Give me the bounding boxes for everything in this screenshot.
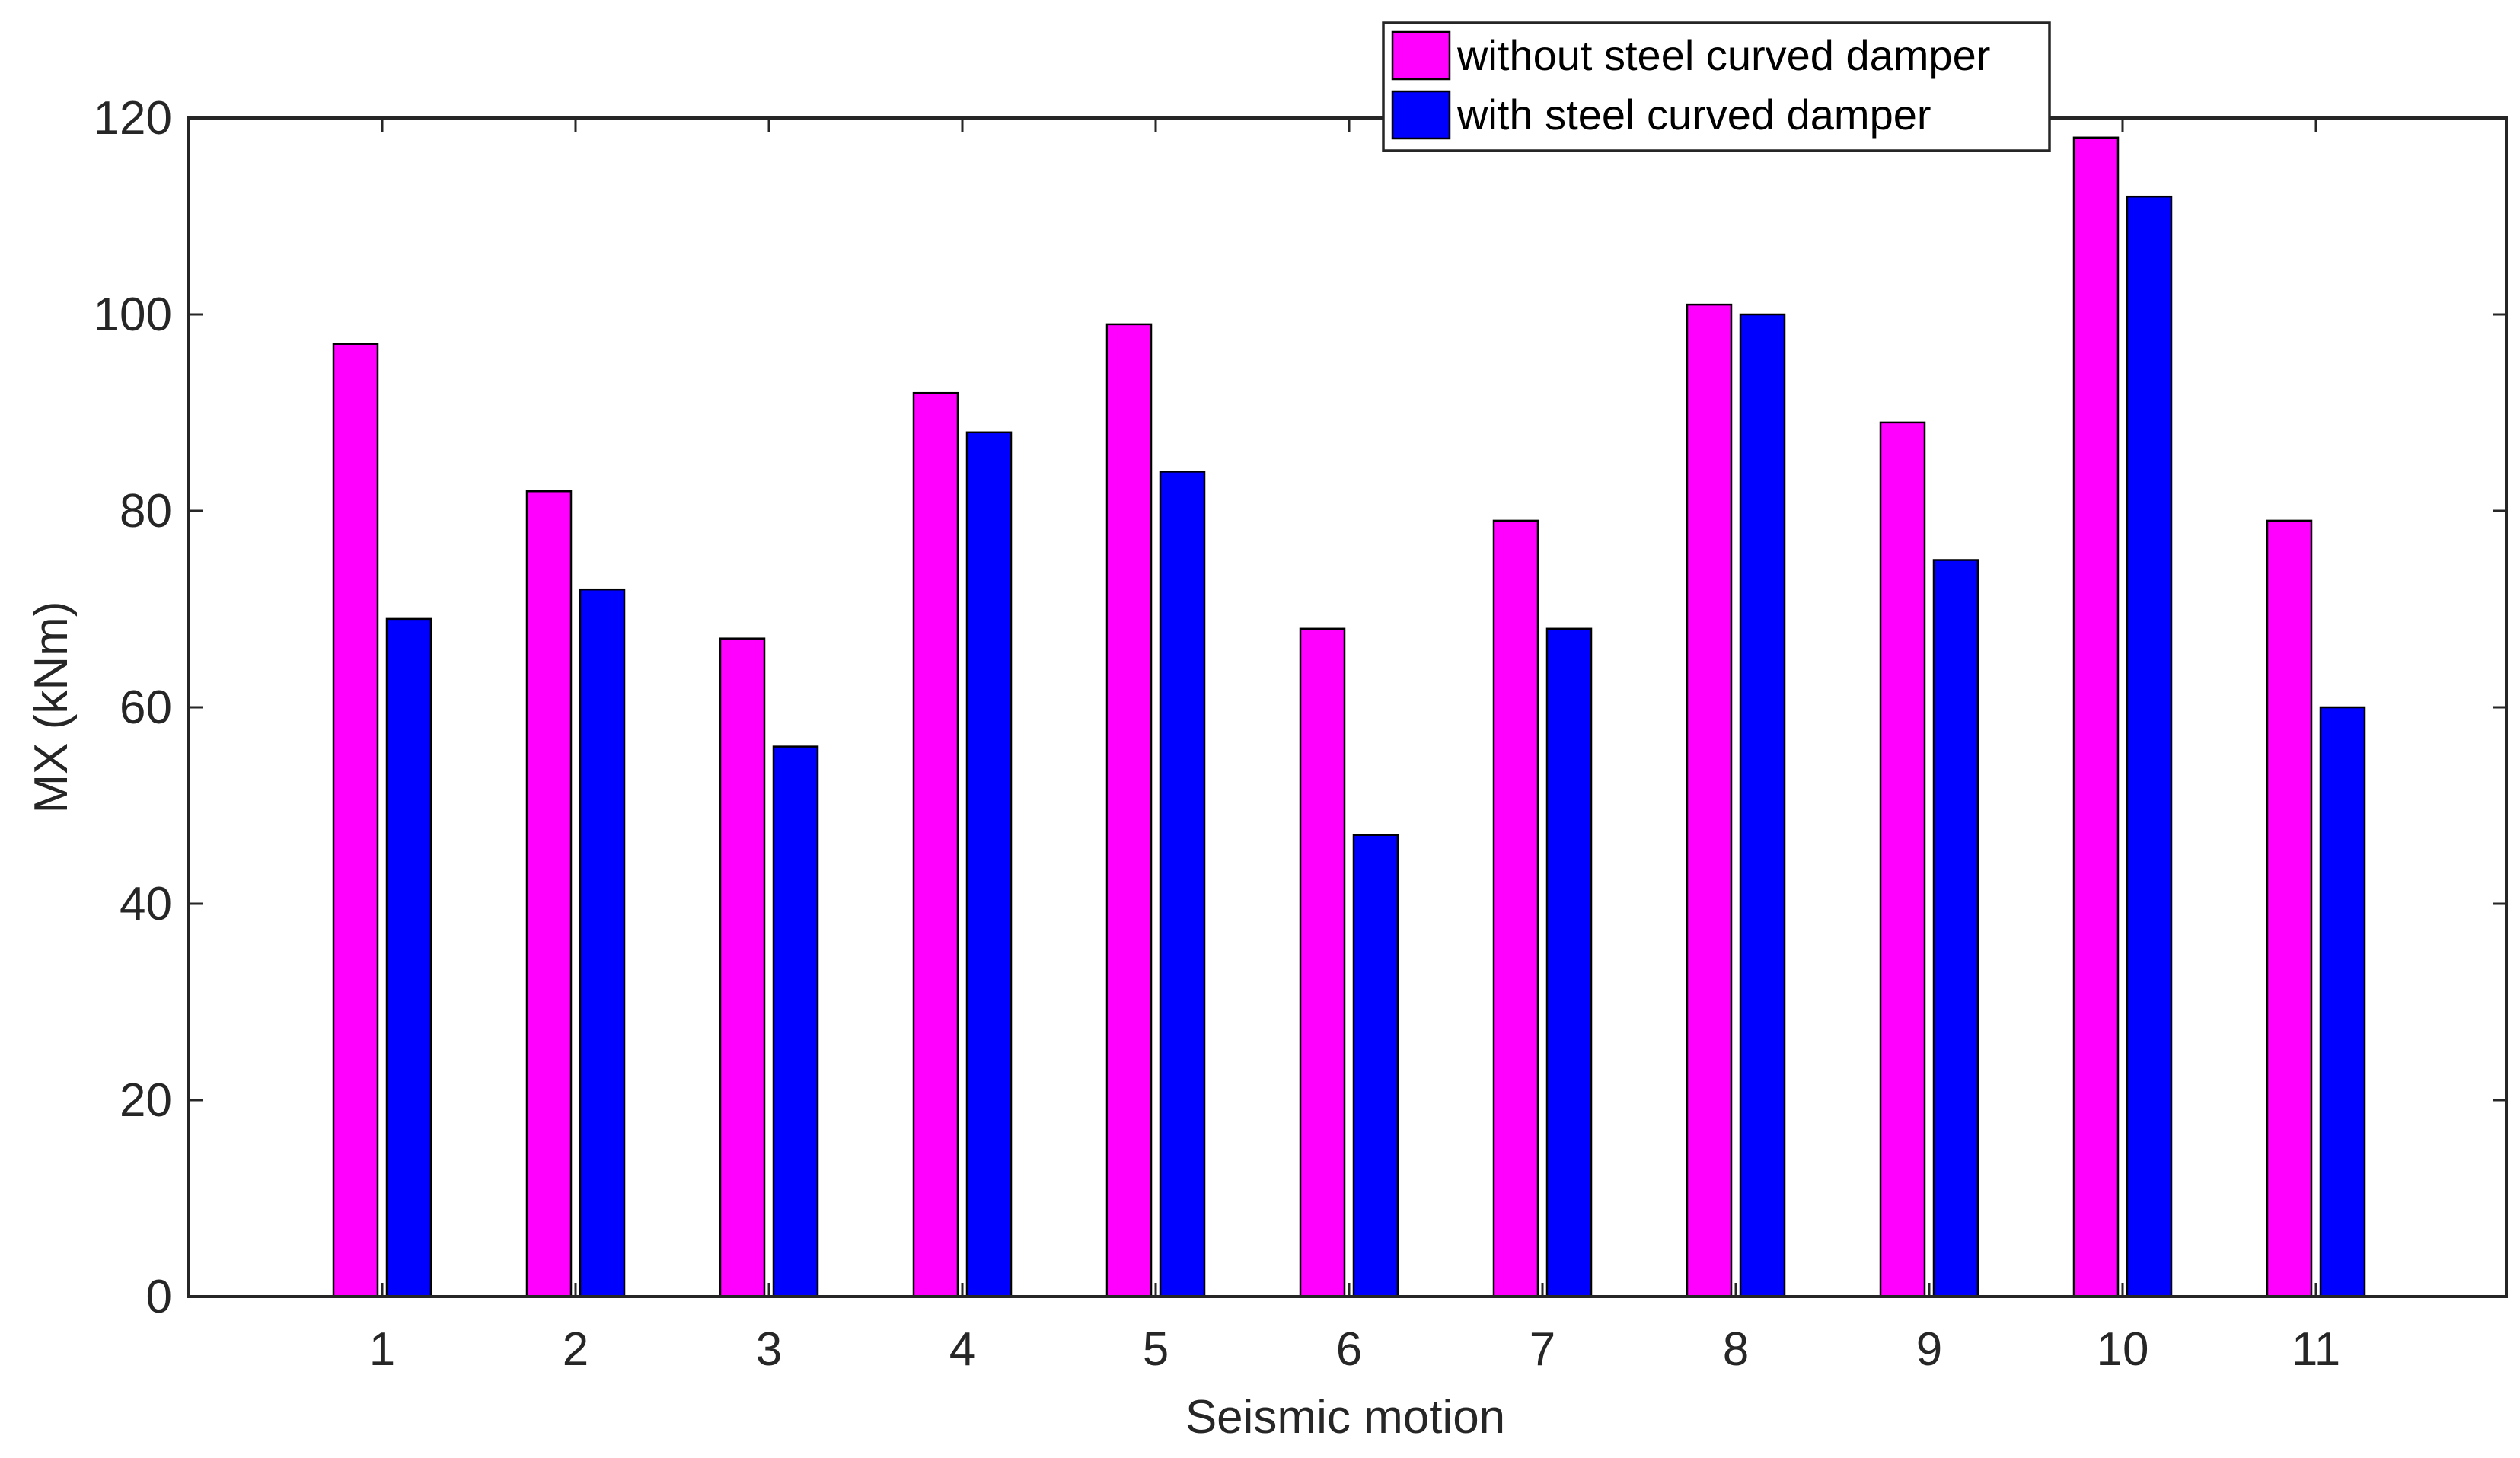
x-tick-label: 3 (756, 1323, 782, 1376)
y-tick-label: 20 (120, 1074, 172, 1127)
bars-layer (332, 136, 2366, 1298)
x-tick-label: 1 (369, 1323, 395, 1376)
x-tick-label: 6 (1336, 1323, 1362, 1376)
bar-without-damper-11 (2266, 519, 2313, 1298)
legend-label: without steel curved damper (1456, 31, 1990, 79)
bar-without-damper-10 (2072, 136, 2120, 1298)
bar-without-damper-4 (912, 391, 959, 1298)
axis-ticks: 0 20 40 60 80 100 120 1 2 3 4 5 6 7 8 9 10 11 (94, 92, 2506, 1376)
y-tick-label: 40 (120, 878, 172, 930)
y-tick-label: 80 (120, 485, 172, 538)
bar-with-damper-9 (1932, 559, 1979, 1298)
y-tick-label: 0 (146, 1271, 172, 1323)
y-tick-label: 120 (94, 92, 172, 145)
x-tick-label: 5 (1143, 1323, 1169, 1376)
bar-with-damper-8 (1739, 313, 1786, 1298)
x-tick-label: 9 (1916, 1323, 1942, 1376)
bar-without-damper-3 (719, 637, 766, 1298)
y-tick-label: 60 (120, 681, 172, 734)
x-tick-label: 11 (2292, 1323, 2340, 1376)
x-axis-label: Seismic motion (1185, 1391, 1505, 1444)
legend-box (1382, 21, 2051, 152)
bar-with-damper-3 (772, 745, 819, 1298)
bar-without-damper-7 (1492, 519, 1539, 1298)
bar-without-damper-5 (1105, 323, 1153, 1298)
x-tick-label: 2 (563, 1323, 589, 1376)
legend-label: with steel curved damper (1456, 91, 1931, 139)
bar-without-damper-9 (1879, 421, 1926, 1298)
bar-without-damper-8 (1686, 303, 1733, 1298)
y-tick-label: 100 (94, 289, 172, 341)
bar-with-damper-1 (385, 617, 432, 1298)
bar-without-damper-1 (332, 343, 379, 1298)
bar-with-damper-11 (2319, 706, 2366, 1298)
bar-with-damper-6 (1352, 834, 1399, 1298)
x-tick-label: 7 (1530, 1323, 1555, 1376)
x-tick-label: 4 (949, 1323, 975, 1376)
bar-with-damper-7 (1545, 627, 1593, 1298)
legend: without steel curved damper with steel cu… (1382, 21, 2051, 152)
x-tick-label: 8 (1723, 1323, 1749, 1376)
y-axis-label: MX (kNm) (25, 601, 78, 814)
bar-with-damper-10 (2126, 195, 2173, 1298)
bar-with-damper-5 (1159, 471, 1206, 1298)
bar-without-damper-6 (1299, 627, 1346, 1298)
legend-swatch (1391, 90, 1451, 140)
bar-with-damper-4 (965, 431, 1013, 1298)
bar-with-damper-2 (579, 588, 626, 1298)
x-tick-label: 10 (2097, 1323, 2149, 1376)
bar-without-damper-2 (525, 490, 573, 1298)
legend-swatch (1391, 30, 1451, 81)
